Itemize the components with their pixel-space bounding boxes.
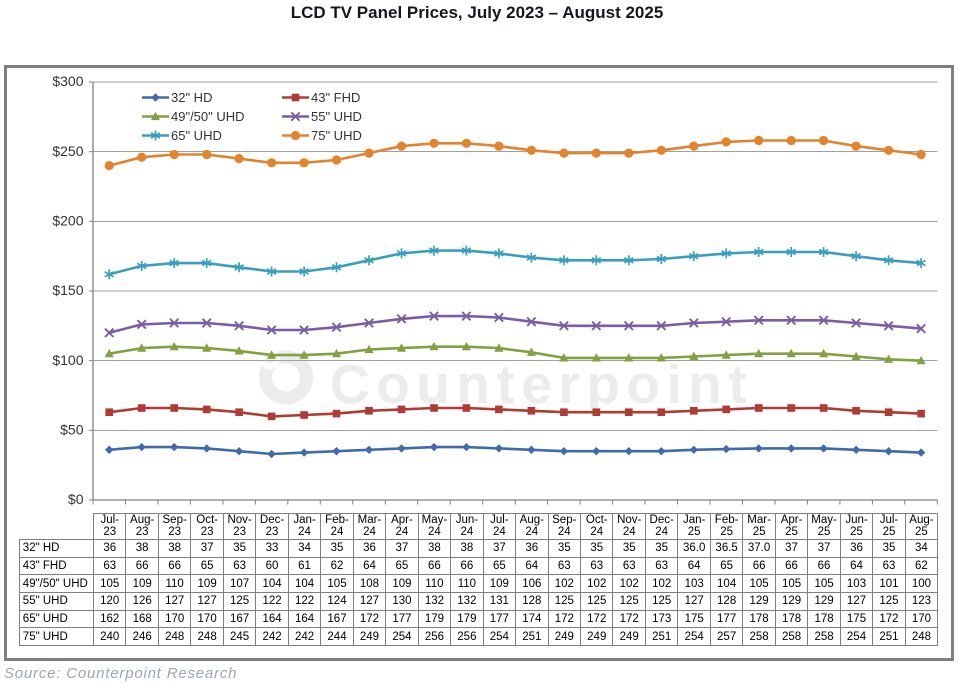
svg-text:49"/50" UHD: 49"/50" UHD [171,109,245,124]
svg-text:$0: $0 [68,491,84,507]
svg-text:43" FHD: 43" FHD [311,90,360,105]
svg-text:$250: $250 [52,143,83,159]
svg-text:75" UHD: 75" UHD [311,128,362,143]
svg-text:$200: $200 [52,213,83,229]
svg-text:Counterpoint: Counterpoint [330,353,753,415]
svg-text:$150: $150 [52,282,83,298]
svg-text:55" UHD: 55" UHD [311,109,362,124]
svg-text:$300: $300 [52,73,83,89]
svg-text:32" HD: 32" HD [171,90,212,105]
svg-text:$100: $100 [52,352,83,368]
svg-text:$50: $50 [60,422,84,438]
svg-text:65" UHD: 65" UHD [171,128,222,143]
